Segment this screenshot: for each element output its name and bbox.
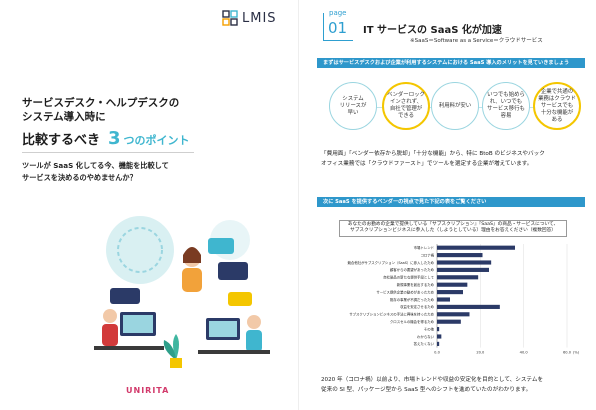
merit-text: ベンダーロック インされず、 自社で管理が できる [387, 92, 425, 119]
lmis-logo: LMIS [222, 9, 277, 27]
cover-title-line2: システム導入時に [22, 111, 106, 123]
paragraph-conclusion: 2020 年（コロナ禍）以前より、市場トレンドや収益の安定化を目的として、システ… [321, 375, 583, 395]
bar [437, 290, 463, 295]
bar [437, 327, 440, 332]
paragraph-line: 「費用面」「ベンダー依存から脱却」「十分な機能」から、特に BtoB のビジネス… [321, 151, 545, 157]
category-label: サービス提供企業の勧めがあったため [376, 289, 434, 294]
chat-bubble-icon [228, 292, 252, 306]
content-page: page 01 IT サービスの SaaS 化が加速 ※SaaS＝Softwar… [298, 0, 596, 410]
worker-head [103, 309, 117, 323]
bar [437, 275, 479, 280]
helpdesk-illustration [94, 216, 270, 368]
category-label: 収益を安定させるため [400, 304, 435, 309]
chart-question: あなたのお勤めの企業で提供している『サブスクリプション』『SaaS』の商品・サー… [339, 220, 567, 237]
page-title: IT サービスの SaaS 化が加速 [363, 25, 502, 36]
category-label: その他 [424, 326, 435, 331]
cover-lead-line1: ツールが SaaS 化してる今、機能を比較して [22, 161, 169, 170]
x-tick-label: 0.0 [434, 351, 440, 355]
chart-question-line: サブスクリプションビジネスに参入した（しようとしている）理由をお答えください（複… [350, 228, 556, 234]
worker-body [246, 330, 262, 352]
chat-bubble-icon [218, 262, 248, 280]
section-band-merits: まずはサービスデスクおよび企業が利用するシステムにおける SaaS 導入のメリッ… [317, 58, 585, 68]
x-tick-label: 60.0 [563, 351, 572, 355]
merits-diagram: システム リリースが 早い ベンダーロック インされず、 自社で管理が できる … [325, 78, 583, 136]
category-label: 競合他社がサブスクリプション（SaaS）に参入したため [348, 260, 435, 265]
operator-hair [183, 247, 201, 263]
page-number: 01 [328, 19, 348, 37]
merit-circle: 企業で共通の 業務はクラウド サービスでも 十分な機能が ある [533, 82, 581, 130]
lmis-logo-icon [222, 10, 238, 26]
x-tick-label: 40.0 [520, 351, 529, 355]
paragraph-merits: 「費用面」「ベンダー依存から脱却」「十分な機能」から、特に BtoB のビジネス… [321, 149, 583, 169]
paragraph-line: 2020 年（コロナ禍）以前より、市場トレンドや収益の安定化を目的として、システ… [321, 377, 544, 383]
bar [437, 253, 483, 258]
category-label: わからない [417, 334, 435, 339]
cover-lead-line2: サービスを決めるのやめませんか？ [22, 173, 137, 182]
survey-chart: あなたのお勤めの企業で提供している『サブスクリプション』『SaaS』の商品・サー… [323, 218, 585, 366]
category-label: 市場トレンド [414, 245, 434, 250]
cover-title-line1: サービスデスク・ヘルプデスクの [22, 97, 180, 109]
worker-head [247, 315, 261, 329]
category-label: コロナ禍 [420, 252, 434, 257]
merit-text: 企業で共通の 業務はクラウド サービスでも 十分な機能が ある [538, 88, 576, 123]
chat-bubble-icon [110, 288, 140, 304]
saas-note: ※SaaS＝Software as a Service＝クラウドサービス [410, 38, 543, 44]
cover-sub-prefix: 比較するべき [22, 133, 101, 148]
cover-lead: ツールが SaaS 化してる今、機能を比較して サービスを決めるのやめませんか？ [22, 160, 169, 184]
bar [437, 334, 442, 339]
cover-sub-number: 3 [108, 128, 121, 149]
merit-text: いつでも始めら れ、いつでも サービス移行も 容易 [487, 92, 525, 119]
logo-text: LMIS [242, 10, 277, 26]
desk [198, 350, 270, 354]
page-label: page [329, 9, 347, 17]
desk [94, 346, 164, 350]
cover-divider [22, 152, 194, 153]
bar [437, 260, 492, 265]
plant-pot [170, 358, 182, 368]
category-label: 新規事業を創出するため [397, 282, 435, 287]
merit-circle: システム リリースが 早い [329, 82, 377, 130]
worker-body [102, 324, 118, 346]
bg-circle [106, 216, 174, 284]
x-tick-label: 20.0 [476, 351, 485, 355]
category-label: 自社製品の新たな提供手段として [383, 275, 434, 280]
bar-chart: 0.0 20.0 40.0 60.0 (%) 市場トレンドコロナ禍競合他社がサブスクリプシ… [348, 244, 580, 355]
cover-page: LMIS サービスデスク・ヘルプデスクの システム導入時に 比較するべき 3 つ… [22, 9, 277, 395]
operator-body [182, 268, 202, 292]
unirita-logo: UNIRITA [126, 386, 170, 395]
plant-icon [163, 340, 176, 360]
category-label: 顧客からの要望があったため [390, 267, 435, 272]
bar [437, 267, 489, 272]
bar [437, 304, 500, 309]
monitor-screen [123, 315, 153, 333]
cover-title: サービスデスク・ヘルプデスクの システム導入時に [22, 96, 179, 124]
bar [437, 297, 450, 302]
category-label: クロスセルの機会を得るため [390, 319, 435, 324]
paragraph-line: オフィス業務では「クラウドファースト」でツールを選定する企業が増えています。 [321, 161, 533, 167]
merit-text: システム リリースが 早い [339, 95, 367, 116]
bar [437, 245, 515, 250]
monitor-screen [209, 321, 237, 337]
bar [437, 282, 468, 287]
bar [437, 312, 470, 317]
merit-text: 利用料が安い [438, 102, 472, 109]
chat-bubble-icon [208, 238, 234, 254]
merit-circle: 利用料が安い [431, 82, 479, 130]
cover-subtitle: 比較するべき 3 つのポイント [22, 128, 190, 149]
merit-circle: いつでも始めら れ、いつでも サービス移行も 容易 [482, 82, 530, 130]
category-label: 既存の事業が不調だったため [390, 297, 435, 302]
page-number-box: page 01 [323, 9, 353, 41]
chart-question-line: あなたのお勤めの企業で提供している『サブスクリプション』『SaaS』の商品・サー… [347, 222, 559, 227]
category-label: サブスクリプションビジネスの手法に興味を持ったため [349, 312, 434, 317]
merit-circle: ベンダーロック インされず、 自社で管理が できる [382, 82, 430, 130]
cover-sub-suffix: つのポイント [123, 134, 190, 147]
bar [437, 341, 440, 346]
x-unit-label: (%) [573, 351, 580, 355]
section-band-vendor: 次に SaaS を提供するベンダーの視点で見た下記の表をご覧ください [317, 197, 585, 207]
category-label: 答えたくない [414, 341, 435, 346]
bar [437, 319, 461, 324]
gear-icon [117, 227, 163, 273]
paragraph-line: 従来の SI 型、パッケージ型から SaaS 型へのシフトを進めていたのがわかり… [321, 387, 532, 393]
